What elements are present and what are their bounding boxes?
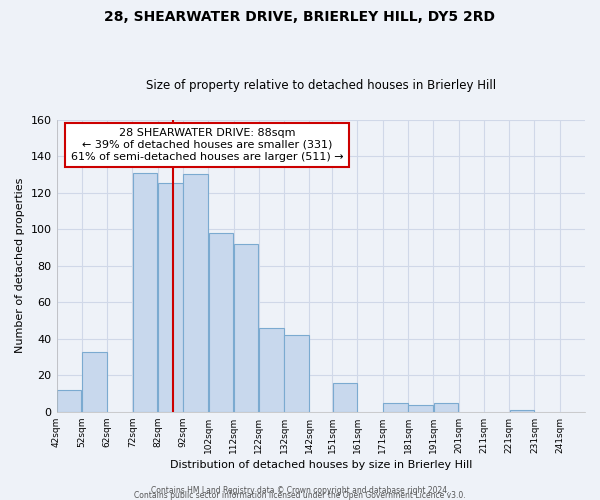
Bar <box>184 174 208 412</box>
Bar <box>284 335 309 412</box>
Bar <box>133 172 157 412</box>
X-axis label: Distribution of detached houses by size in Brierley Hill: Distribution of detached houses by size … <box>170 460 472 470</box>
Bar <box>234 244 259 412</box>
Bar <box>209 233 233 412</box>
Bar <box>409 404 433 412</box>
Bar <box>82 352 107 412</box>
Title: Size of property relative to detached houses in Brierley Hill: Size of property relative to detached ho… <box>146 79 496 92</box>
Bar <box>57 390 82 412</box>
Bar <box>383 402 407 412</box>
Bar <box>158 184 182 412</box>
Text: 28, SHEARWATER DRIVE, BRIERLEY HILL, DY5 2RD: 28, SHEARWATER DRIVE, BRIERLEY HILL, DY5… <box>104 10 496 24</box>
Text: Contains HM Land Registry data © Crown copyright and database right 2024.: Contains HM Land Registry data © Crown c… <box>151 486 449 495</box>
Text: Contains public sector information licensed under the Open Government Licence v3: Contains public sector information licen… <box>134 491 466 500</box>
Bar <box>509 410 534 412</box>
Bar <box>332 382 357 412</box>
Y-axis label: Number of detached properties: Number of detached properties <box>15 178 25 354</box>
Bar <box>434 402 458 412</box>
Bar <box>259 328 284 412</box>
Text: 28 SHEARWATER DRIVE: 88sqm
← 39% of detached houses are smaller (331)
61% of sem: 28 SHEARWATER DRIVE: 88sqm ← 39% of deta… <box>71 128 343 162</box>
